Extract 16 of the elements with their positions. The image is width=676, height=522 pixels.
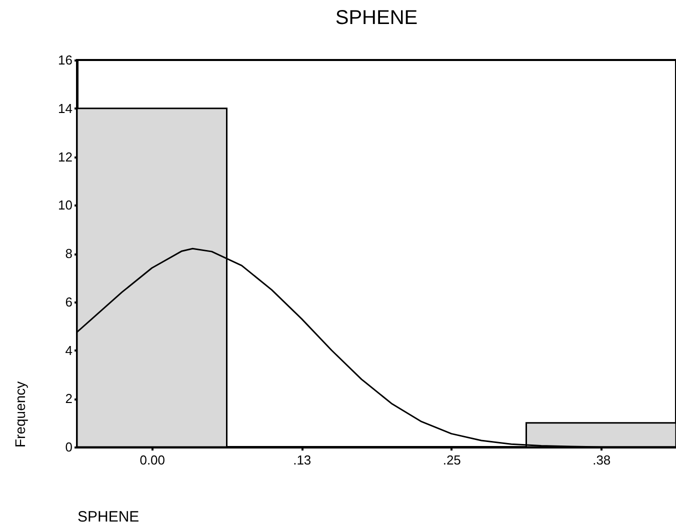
y-tick-label: 2: [65, 391, 72, 406]
x-tick-label: .25: [442, 452, 461, 468]
x-axis-title: SPHENE: [78, 508, 140, 522]
x-tick-label: .13: [293, 452, 312, 468]
y-tick-label: 16: [58, 52, 72, 68]
y-tick-label: 0: [65, 440, 72, 454]
y-tick-label: 8: [65, 246, 72, 261]
y-tick-label: 12: [58, 149, 72, 164]
y-tick-label: 6: [65, 294, 72, 310]
y-tick-label: 14: [58, 100, 72, 116]
y-axis-title: Frequency: [12, 381, 28, 448]
y-tick-label: 10: [58, 198, 72, 213]
chart-title: SPHENE: [335, 7, 418, 29]
y-tick-label: 4: [65, 342, 72, 358]
x-tick-label: .38: [592, 452, 611, 468]
x-tick-label: 0.00: [140, 452, 166, 468]
